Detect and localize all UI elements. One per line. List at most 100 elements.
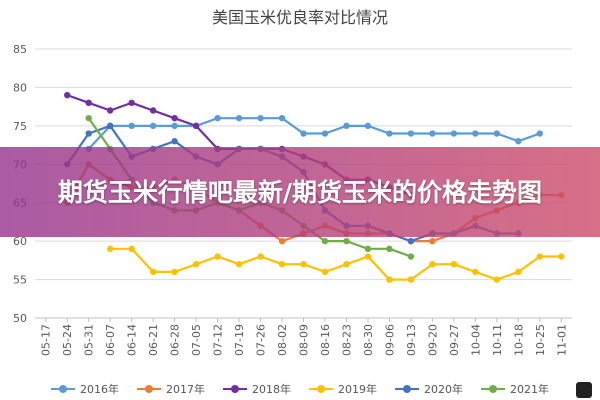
data-point	[171, 122, 178, 130]
data-point	[171, 114, 178, 122]
x-tick-label: 06-14	[126, 324, 139, 356]
data-point	[235, 114, 243, 122]
legend-swatch-icon	[395, 384, 419, 394]
x-tick-label: 08-30	[362, 324, 375, 356]
data-point	[171, 138, 178, 145]
data-point	[85, 99, 92, 107]
data-point	[515, 138, 522, 145]
data-point	[192, 261, 200, 268]
data-point	[278, 261, 286, 268]
data-point	[214, 114, 221, 122]
data-point	[493, 276, 501, 283]
y-tick-label: 55	[13, 274, 27, 287]
data-point	[536, 130, 543, 137]
legend-item[interactable]: 2021年	[481, 381, 549, 397]
data-point	[235, 261, 243, 268]
data-point	[386, 245, 393, 253]
data-point	[192, 122, 200, 130]
data-point	[64, 91, 71, 99]
data-point	[257, 253, 264, 260]
data-point	[364, 245, 372, 253]
x-tick-label: 07-19	[233, 324, 246, 356]
x-tick-label: 11-01	[555, 324, 568, 356]
x-tick-label: 05-31	[83, 324, 96, 356]
y-tick-label: 80	[13, 81, 27, 94]
legend-swatch-icon	[481, 384, 505, 394]
data-point	[321, 130, 329, 137]
data-point	[429, 261, 436, 268]
data-point	[214, 253, 221, 260]
legend-item[interactable]: 2020年	[395, 381, 463, 397]
data-point	[343, 261, 350, 268]
legend-item[interactable]: 2016年	[51, 381, 119, 397]
banner-text: 期货玉米行情吧最新/期货玉米的价格走势图	[57, 177, 543, 207]
data-point	[558, 253, 565, 260]
data-point	[407, 253, 415, 260]
data-point	[515, 268, 522, 276]
data-point	[386, 130, 393, 137]
x-tick-label: 10-25	[534, 324, 547, 356]
data-point	[149, 107, 157, 114]
overlay-banner: 期货玉米行情吧最新/期货玉米的价格走势图	[0, 147, 600, 237]
x-tick-label: 07-12	[212, 324, 225, 356]
legend-label: 2016年	[80, 383, 119, 396]
x-tick-label: 06-07	[104, 324, 117, 356]
data-point	[407, 276, 415, 283]
legend-item[interactable]: 2019年	[309, 381, 377, 397]
chart-title: 美国玉米优良率对比情况	[211, 8, 388, 27]
x-tick-label: 05-24	[61, 324, 74, 356]
legend-label: 2018年	[252, 383, 291, 396]
series-2016年	[85, 114, 543, 153]
x-tick-label: 05-17	[40, 324, 53, 356]
data-point	[149, 122, 157, 130]
data-point	[343, 122, 350, 130]
x-tick-label: 06-21	[147, 324, 160, 356]
legend-label: 2021年	[510, 383, 549, 396]
legend-swatch-icon	[51, 384, 75, 394]
data-point	[321, 268, 329, 276]
y-tick-label: 85	[13, 43, 27, 56]
watermark-logo	[576, 382, 592, 398]
data-point	[106, 245, 114, 253]
data-point	[128, 99, 135, 107]
series-2019年	[106, 245, 565, 283]
data-point	[450, 261, 458, 268]
data-point	[85, 114, 92, 122]
x-tick-label: 08-09	[298, 324, 311, 356]
x-tick-label: 07-05	[190, 324, 203, 356]
legend-swatch-icon	[223, 384, 247, 394]
series-line	[110, 247, 562, 281]
y-tick-label: 75	[13, 120, 27, 133]
legend-label: 2017年	[166, 383, 205, 396]
data-point	[278, 114, 286, 122]
data-point	[472, 130, 479, 137]
legend-swatch-icon	[309, 384, 333, 394]
y-tick-label: 60	[13, 235, 27, 248]
legend-label: 2019年	[338, 383, 377, 396]
x-tick-label: 09-06	[383, 324, 396, 356]
legend-swatch-icon	[137, 384, 161, 394]
x-tick-label: 09-20	[426, 324, 439, 356]
legend-item[interactable]: 2017年	[137, 381, 205, 397]
legend-item[interactable]: 2018年	[223, 381, 291, 397]
chart-legend: 2016年 2017年 2018年 2019年 2020年 2021年	[0, 381, 600, 397]
data-point	[472, 268, 479, 276]
data-point	[257, 114, 264, 122]
data-point	[85, 130, 92, 137]
data-point	[429, 130, 436, 137]
data-point	[364, 122, 372, 130]
data-point	[171, 268, 178, 276]
data-point	[106, 122, 114, 130]
x-tick-label: 09-27	[448, 324, 461, 356]
y-tick-label: 50	[13, 312, 27, 325]
x-tick-label: 08-23	[340, 324, 353, 356]
data-point	[343, 237, 350, 245]
data-point	[321, 237, 329, 245]
data-point	[493, 130, 501, 137]
x-tick-label: 07-26	[255, 324, 268, 356]
data-point	[386, 276, 393, 283]
x-tick-label: 08-16	[319, 324, 332, 356]
x-tick-label: 08-02	[276, 324, 289, 356]
axis-layer: 505560657075808505-1705-2405-3106-0706-1…	[13, 43, 572, 356]
